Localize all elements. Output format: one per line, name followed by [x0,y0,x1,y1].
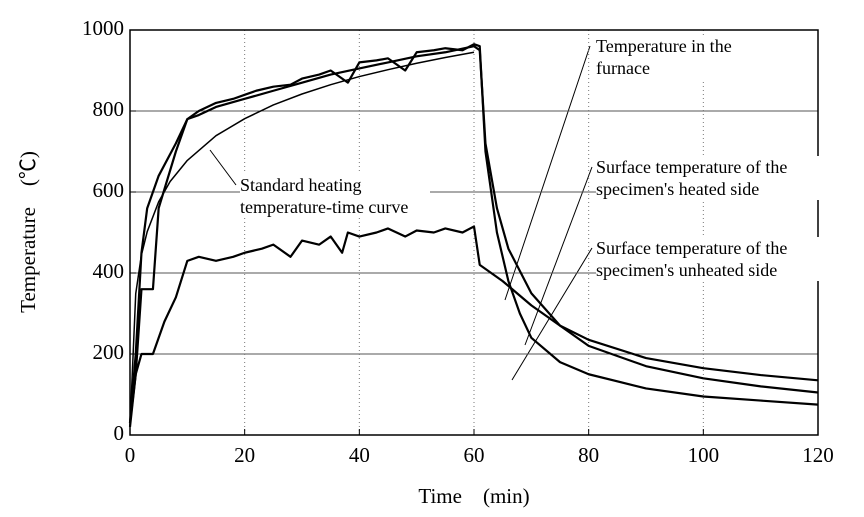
leader-line [209,149,237,186]
leader-line [511,247,593,381]
annotation: Surface temperature of the specimen's un… [596,237,824,281]
y-tick-label: 800 [93,97,125,121]
plot-frame [129,29,819,436]
x-axis-label: Time (min) [418,484,529,508]
x-tick-label: 80 [578,443,599,467]
y-tick-label: 400 [93,259,125,283]
y-tick-label: 1000 [82,16,124,40]
annotation: Temperature in the furnace [596,35,756,79]
x-tick-label: 40 [349,443,370,467]
leader-line [524,166,593,346]
y-axis-label: Temperature (℃) [16,151,40,313]
x-tick-label: 60 [464,443,485,467]
y-tick-label: 0 [114,421,125,445]
y-tick-label: 200 [93,340,125,364]
leader-line [504,45,591,301]
series-line [128,43,819,423]
y-tick-label: 600 [93,178,125,202]
x-tick-label: 0 [125,443,136,467]
annotation: Standard heating temperature-time curve [240,174,430,218]
annotation: Surface temperature of the specimen's he… [596,156,824,200]
series-line [129,51,475,427]
x-tick-label: 120 [802,443,834,467]
x-tick-label: 100 [688,443,720,467]
x-tick-label: 20 [234,443,255,467]
series-line [128,225,819,428]
